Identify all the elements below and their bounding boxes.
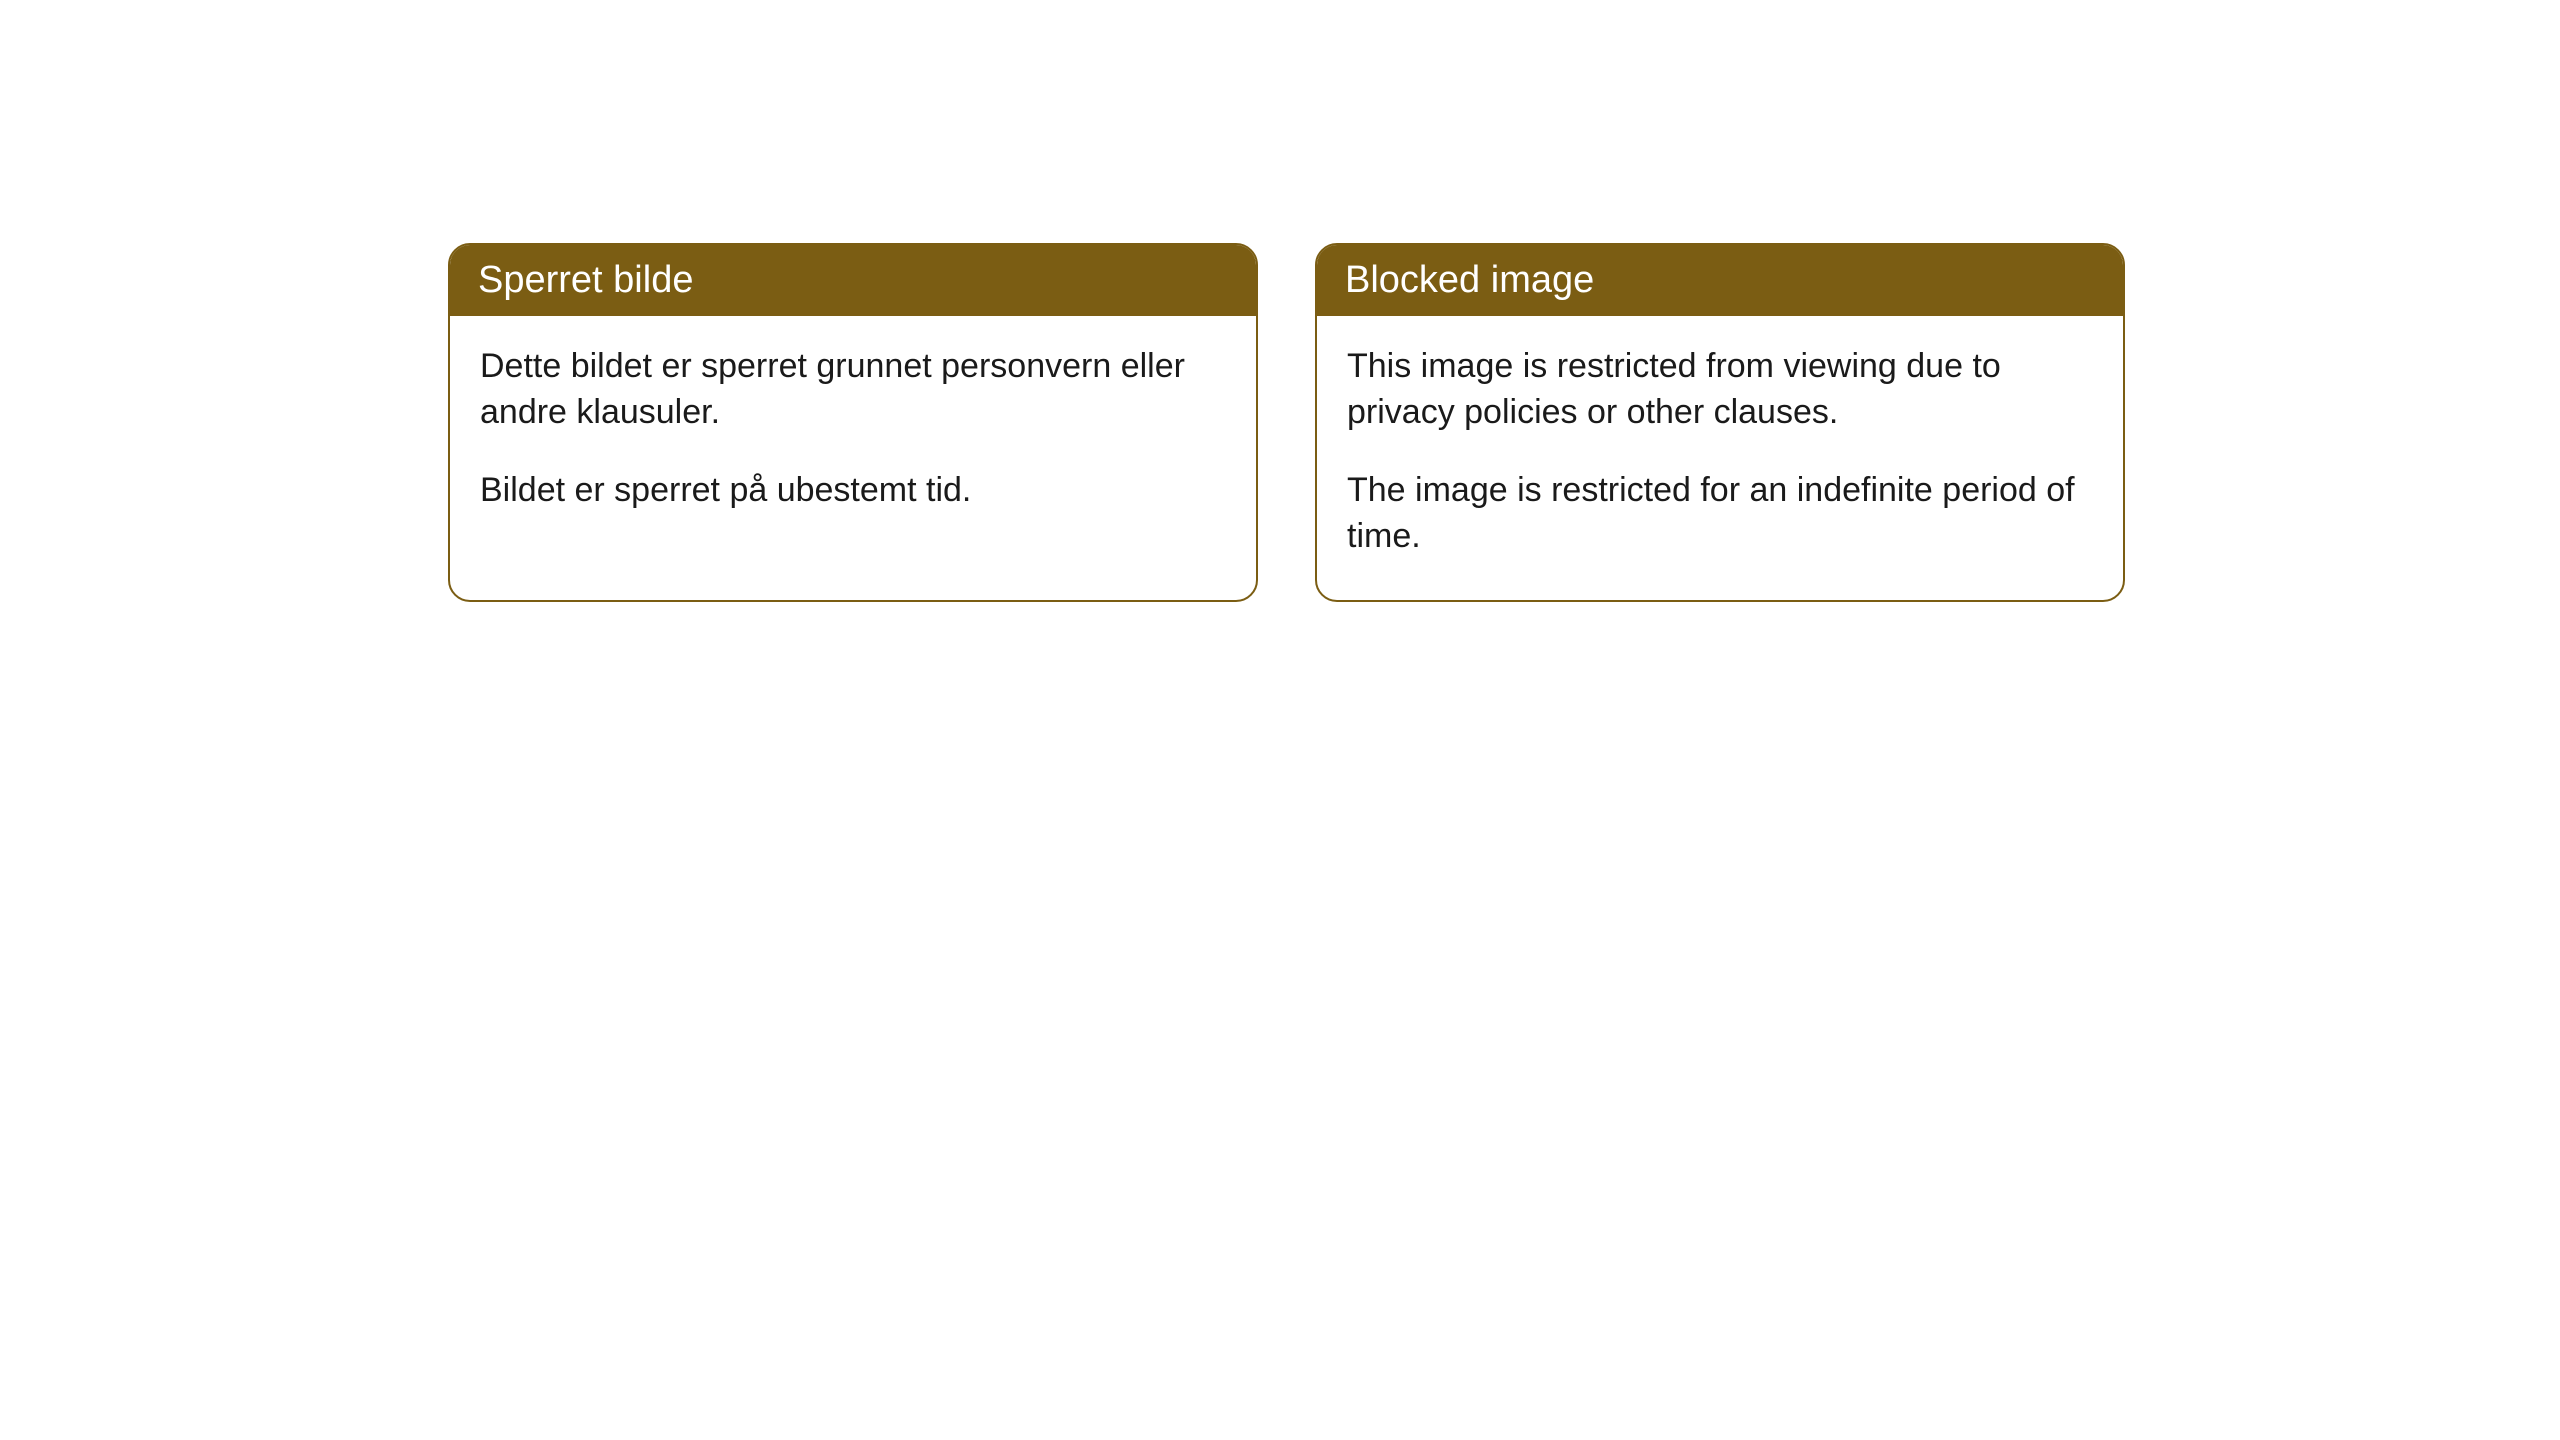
notice-card-english: Blocked image This image is restricted f… [1315, 243, 2125, 602]
card-body-english: This image is restricted from viewing du… [1317, 316, 2123, 600]
card-paragraph: The image is restricted for an indefinit… [1347, 468, 2093, 560]
card-paragraph: Bildet er sperret på ubestemt tid. [480, 468, 1226, 514]
notice-cards-container: Sperret bilde Dette bildet er sperret gr… [448, 243, 2125, 602]
card-header-norwegian: Sperret bilde [450, 245, 1256, 316]
notice-card-norwegian: Sperret bilde Dette bildet er sperret gr… [448, 243, 1258, 602]
card-paragraph: Dette bildet er sperret grunnet personve… [480, 344, 1226, 436]
card-body-norwegian: Dette bildet er sperret grunnet personve… [450, 316, 1256, 554]
card-paragraph: This image is restricted from viewing du… [1347, 344, 2093, 436]
card-title: Sperret bilde [478, 259, 693, 301]
card-title: Blocked image [1345, 259, 1594, 301]
card-header-english: Blocked image [1317, 245, 2123, 316]
